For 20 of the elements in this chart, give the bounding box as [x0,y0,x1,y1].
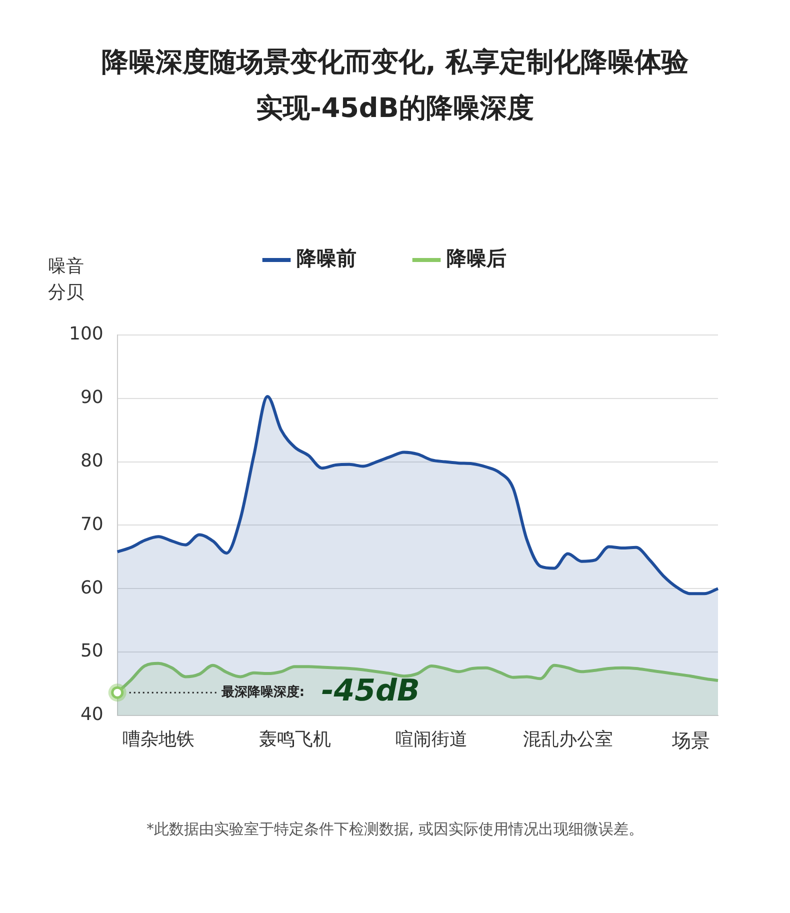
x-axis-title: 场景 [672,729,710,754]
chart-subtitle: 实现-45dB的降噪深度 [255,92,535,126]
y-tick-label: 70 [80,514,104,535]
chart-title: 降噪深度随场景变化而变化, 私享定制化降噪体验 [100,46,690,80]
legend-label: 降噪后 [446,246,506,270]
legend-label: 降噪前 [296,246,356,270]
x-tick-label: 嘈杂地铁 [122,728,194,750]
text: *此数据由实验室于特定条件下检测数据, 或因实际使用情况出现细微误差。 [145,820,645,839]
x-tick-label: 混乱办公室 [522,728,613,750]
y-tick-label: 40 [80,704,104,726]
y-tick-label: 90 [80,387,104,408]
y-tick-label: 80 [80,450,104,472]
ref-line-label: 最深降噪深度: [220,684,305,700]
y-tick-label: 50 [80,640,104,662]
x-tick-label: 轰鸣飞机 [258,728,331,750]
y-tick-label: 60 [80,577,104,598]
y-tick-label: 100 [68,324,104,345]
annotation: -45dB [321,673,420,708]
x-tick-label: 喧闹街道 [395,728,468,750]
y-axis-title: 噪音分贝 [48,255,85,305]
